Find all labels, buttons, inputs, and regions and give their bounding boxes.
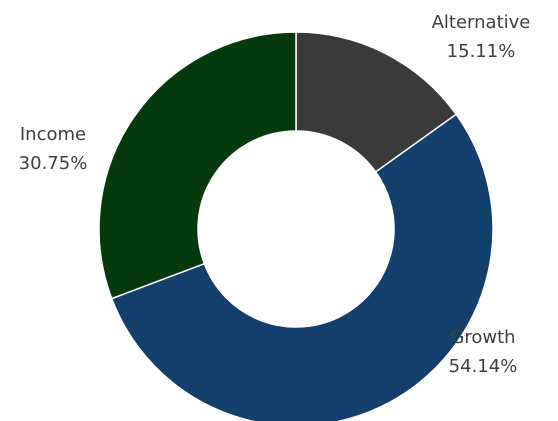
slice-label-alternative: Alternative [432,12,531,33]
donut-labels: Alternative 15.11% Growth 54.14% Income 30.75… [19,12,531,377]
slice-value-growth: 54.14% [449,356,518,377]
slice-value-alternative: 15.11% [447,41,516,62]
donut-slices [98,31,494,421]
slice-label-income: Income [20,124,86,145]
slice-value-income: 30.75% [19,153,88,174]
slice-growth [110,113,494,421]
slice-label-growth: Growth [450,327,515,348]
slice-income [98,31,297,300]
